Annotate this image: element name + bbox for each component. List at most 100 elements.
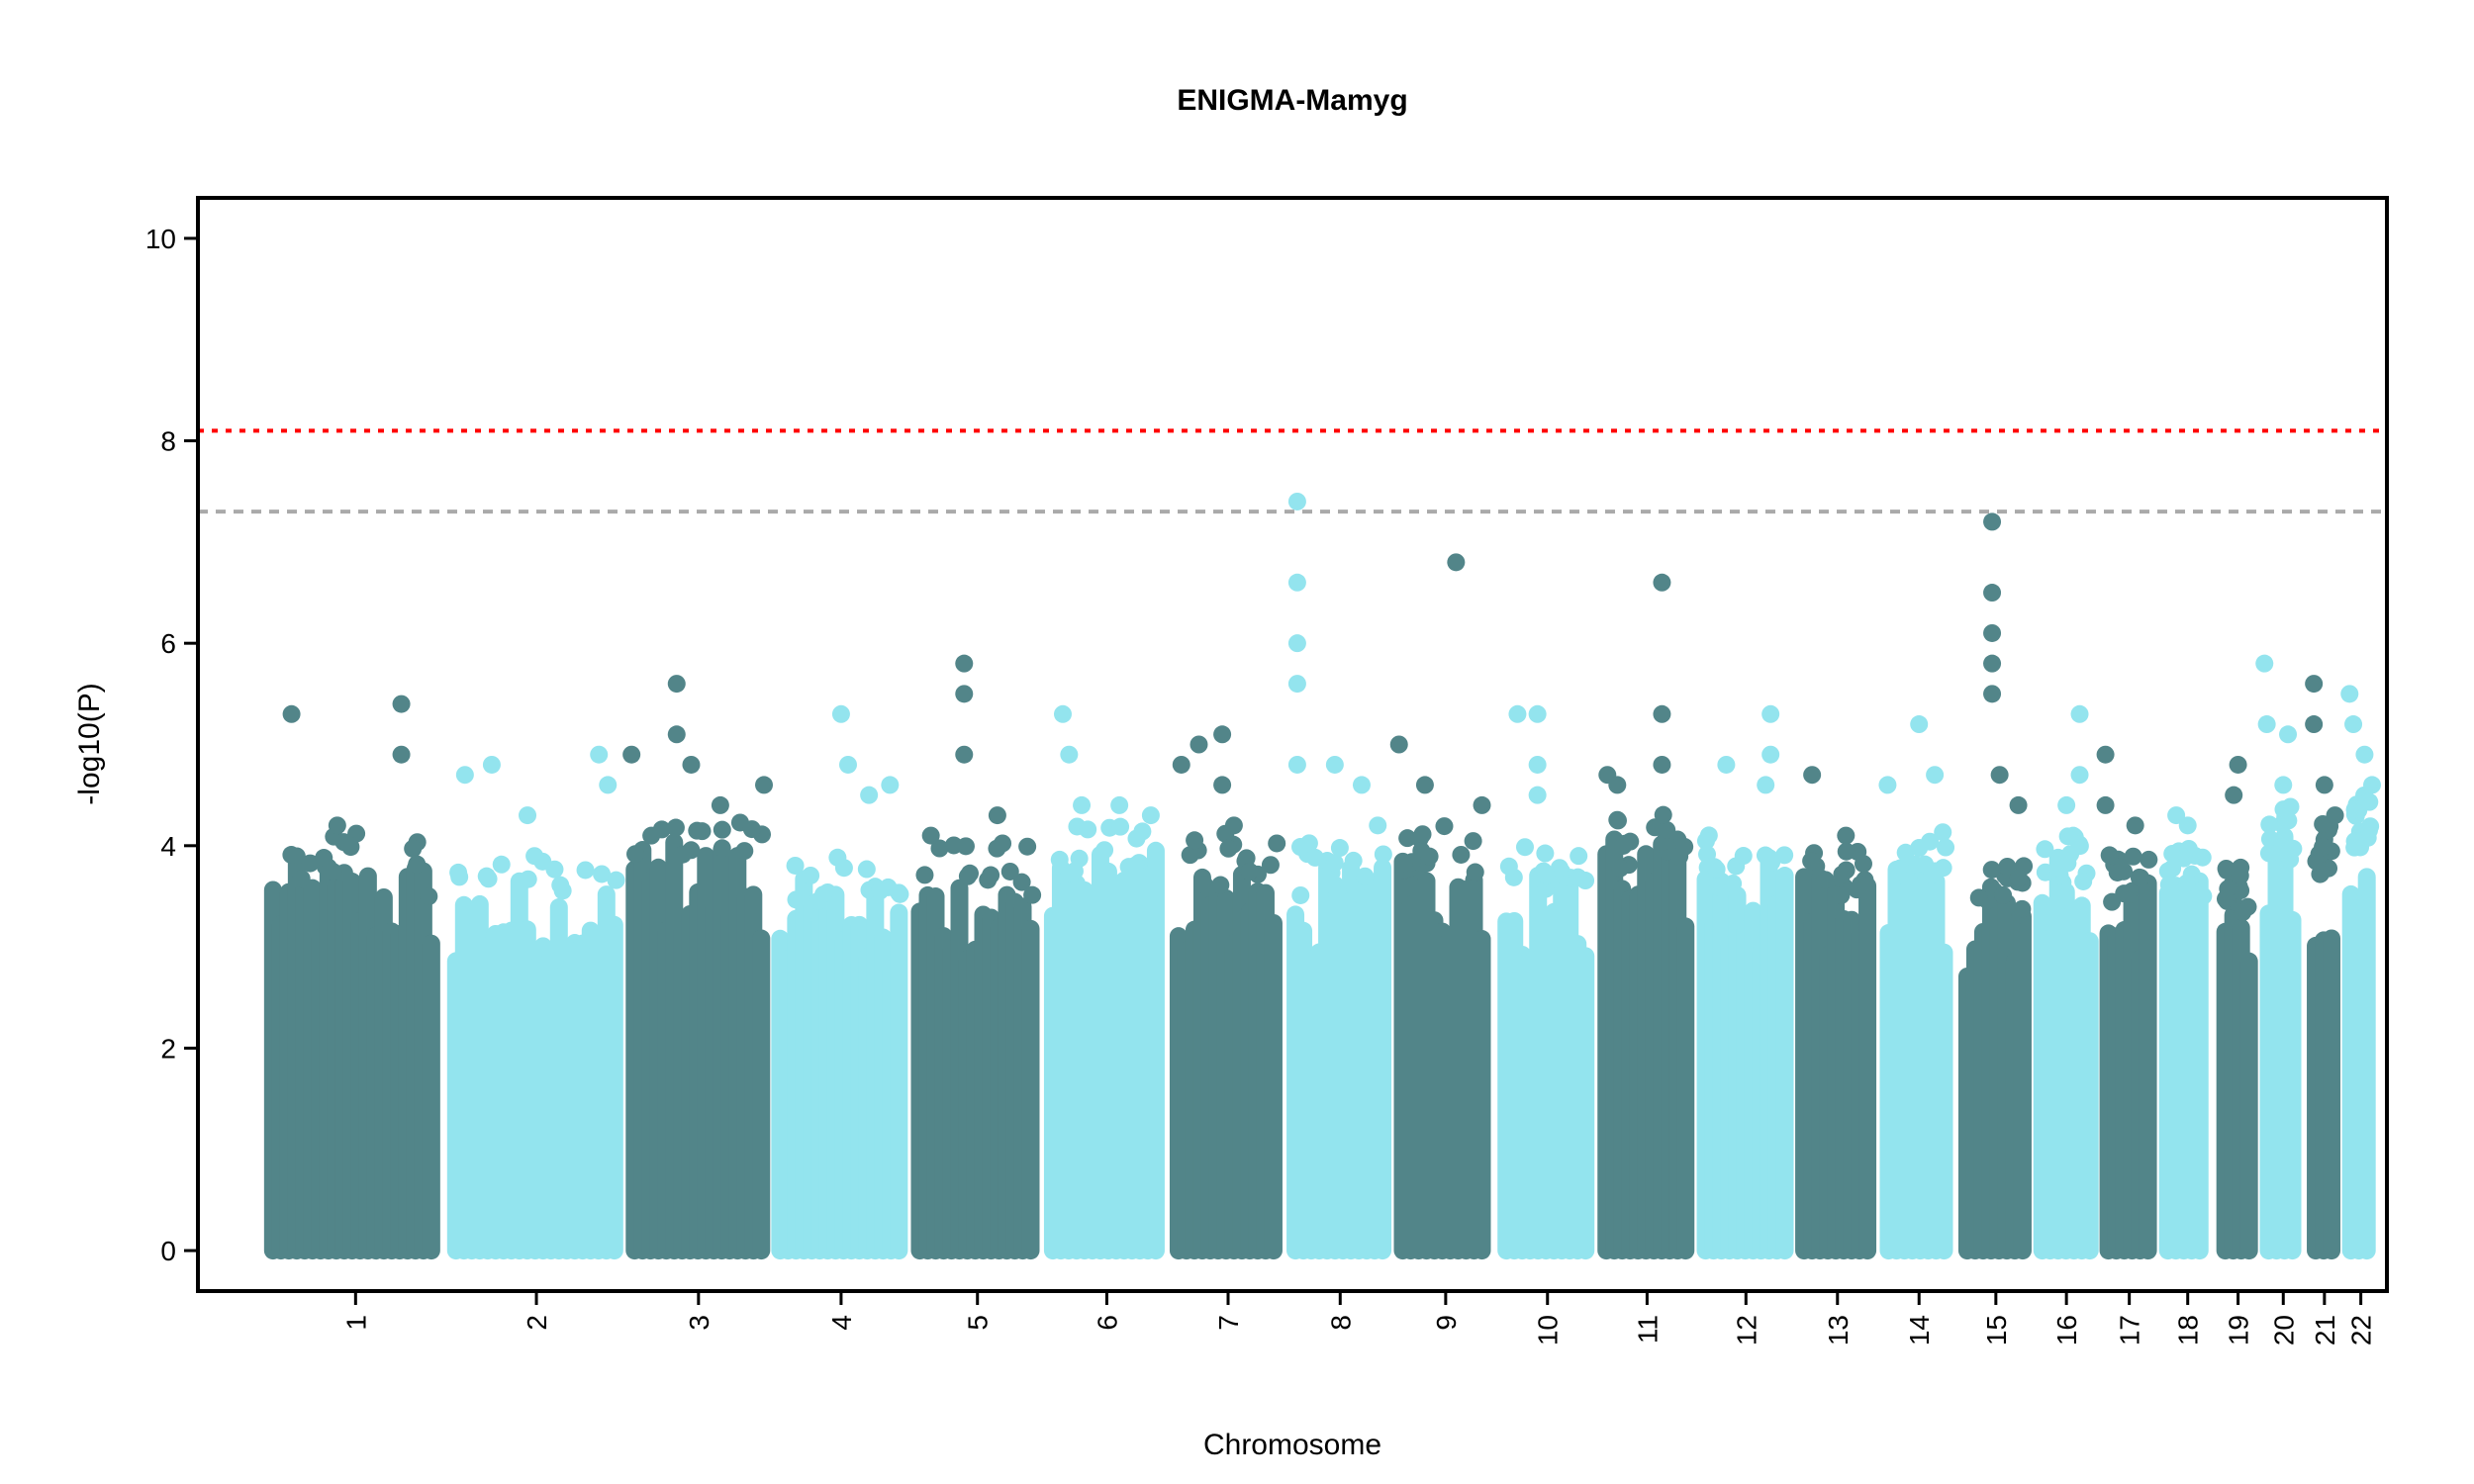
snp-column xyxy=(1146,841,1165,1260)
y-tick-label: 10 xyxy=(145,224,176,254)
snp-peak-point xyxy=(392,695,411,713)
snp-point xyxy=(301,854,320,873)
snp-peak-point xyxy=(1803,766,1822,785)
snp-peak-point xyxy=(2229,755,2247,774)
chromosome-11-points xyxy=(1597,573,1695,1260)
snp-peak-point xyxy=(1287,755,1306,774)
snp-point xyxy=(1452,845,1471,864)
snp-column xyxy=(2239,952,2258,1260)
chromosome-12-points xyxy=(1696,704,1794,1260)
snp-peak-point xyxy=(1926,766,1945,785)
snp-peak-point xyxy=(2225,786,2243,804)
chromosome-18-points xyxy=(2158,806,2213,1260)
snp-peak-point xyxy=(2257,715,2276,734)
snp-point xyxy=(1536,844,1555,863)
snp-peak-point xyxy=(1653,704,1671,723)
snp-point xyxy=(673,845,692,864)
x-tick-label-chr-2: 2 xyxy=(522,1315,552,1331)
snp-peak-point xyxy=(1528,755,1547,774)
chromosome-5-points xyxy=(910,654,1042,1260)
snp-point xyxy=(593,865,612,883)
snp-point xyxy=(809,891,827,910)
snp-point xyxy=(652,820,671,839)
snp-point xyxy=(519,870,537,888)
snp-point xyxy=(2314,814,2332,833)
x-tick-label-chr-19: 19 xyxy=(2224,1315,2254,1345)
snp-peak-point xyxy=(1761,704,1780,723)
snp-column xyxy=(1264,913,1283,1260)
snp-point xyxy=(713,820,731,839)
snp-peak-point xyxy=(1717,755,1736,774)
snp-peak-point xyxy=(455,766,474,785)
snp-peak-point xyxy=(1757,776,1775,794)
snp-peak-point xyxy=(1837,826,1856,845)
snp-point xyxy=(688,821,707,840)
snp-column xyxy=(1676,917,1695,1260)
snp-peak-point xyxy=(1508,704,1527,723)
snp-point xyxy=(1195,876,1214,894)
snp-peak-point xyxy=(1983,584,2002,603)
chromosome-20-points xyxy=(2255,654,2303,1260)
snp-peak-point xyxy=(282,704,301,723)
snp-point xyxy=(2119,884,2138,903)
snp-point xyxy=(1707,860,1726,879)
snp-column xyxy=(2013,907,2032,1260)
snp-point xyxy=(1802,852,1821,871)
snp-point xyxy=(2048,859,2067,878)
snp-point xyxy=(787,890,806,909)
snp-peak-point xyxy=(955,654,974,673)
snp-peak-point xyxy=(2057,795,2076,814)
snp-point xyxy=(1023,885,1042,904)
snp-peak-point xyxy=(1287,634,1306,653)
snp-point xyxy=(2345,832,2364,851)
chromosome-6-points xyxy=(1043,704,1165,1260)
snp-point xyxy=(930,839,949,858)
snp-point xyxy=(2163,859,2182,878)
chromosome-1-points xyxy=(263,695,440,1260)
snp-peak-point xyxy=(1189,735,1208,754)
snp-point xyxy=(2231,867,2249,885)
snp-point xyxy=(944,836,963,855)
y-tick-label: 4 xyxy=(160,831,176,862)
snp-peak-point xyxy=(921,826,940,845)
snp-peak-point xyxy=(831,704,850,723)
snp-point xyxy=(834,859,853,878)
snp-peak-point xyxy=(1910,715,1929,734)
chromosome-13-points xyxy=(1795,766,1877,1260)
snp-peak-point xyxy=(2009,795,2028,814)
snp-point xyxy=(1896,843,1915,862)
snp-peak-point xyxy=(2255,654,2274,673)
snp-point xyxy=(1698,845,1717,864)
snp-point xyxy=(1570,847,1588,866)
snp-peak-point xyxy=(2344,715,2363,734)
snp-peak-point xyxy=(955,745,974,764)
snp-column xyxy=(2323,929,2341,1260)
snp-peak-point xyxy=(988,806,1006,825)
snp-point xyxy=(315,849,333,868)
snp-point xyxy=(871,881,890,900)
snp-point xyxy=(1515,838,1534,857)
snp-point xyxy=(545,860,564,879)
snp-point xyxy=(2100,846,2119,865)
snp-point xyxy=(1330,839,1349,858)
snp-point xyxy=(2174,849,2193,868)
snp-peak-point xyxy=(1878,776,1897,794)
snp-point xyxy=(607,871,625,889)
snp-point xyxy=(2259,844,2278,863)
snp-point xyxy=(786,856,805,875)
snp-peak-point xyxy=(682,755,701,774)
snp-column xyxy=(605,915,623,1260)
snp-peak-point xyxy=(1761,745,1780,764)
snp-point xyxy=(1268,834,1286,853)
snp-point xyxy=(1111,817,1130,836)
snp-point xyxy=(1413,825,1432,844)
snp-peak-point xyxy=(1983,685,2002,703)
snp-column xyxy=(1576,947,1595,1260)
snp-point xyxy=(1000,862,1019,881)
x-tick-label-chr-6: 6 xyxy=(1092,1315,1122,1331)
snp-peak-point xyxy=(1983,623,2002,642)
snp-column xyxy=(2357,868,2376,1260)
snp-point xyxy=(2159,876,2178,894)
snp-point xyxy=(1133,822,1152,841)
snp-point xyxy=(1696,832,1715,851)
